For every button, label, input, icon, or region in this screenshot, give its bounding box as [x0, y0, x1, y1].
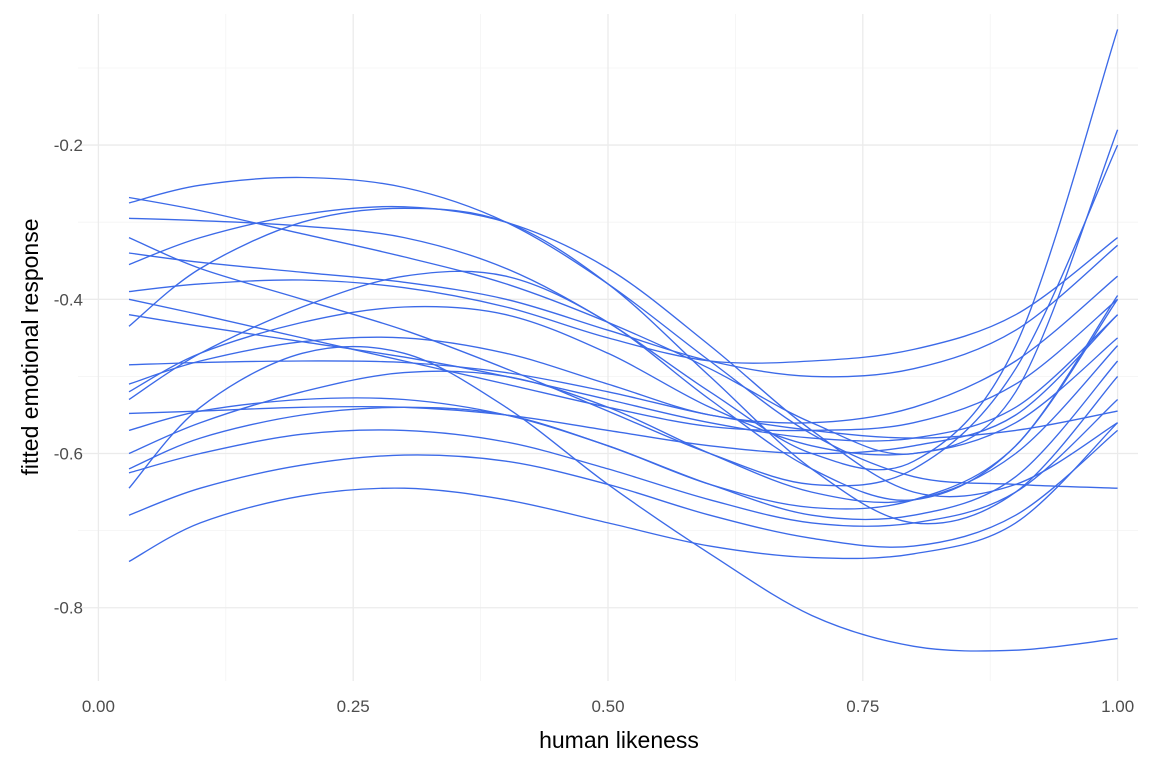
y-axis-label: fitted emotional response	[17, 219, 43, 476]
x-tick-label: 0.00	[82, 697, 115, 716]
series-line-10	[128, 314, 1119, 442]
series-line-6	[128, 244, 1119, 378]
series-line-15	[128, 314, 1119, 455]
x-tick-label: 0.25	[337, 697, 370, 716]
series-line-16	[128, 298, 1119, 510]
x-axis-label: human likeness	[539, 727, 699, 753]
series-line-20	[128, 429, 1119, 548]
series-line-17	[128, 345, 1119, 504]
grid-lines	[78, 14, 1138, 681]
series-line-12	[128, 275, 1119, 424]
series-line-4	[128, 144, 1119, 487]
x-tick-labels: 0.00 0.25 0.50 0.75 1.00	[82, 697, 1134, 716]
series-line-9	[128, 298, 1119, 432]
y-tick-labels: -0.8 -0.6 -0.4 -0.2	[54, 136, 83, 618]
y-tick-label: -0.8	[54, 599, 83, 618]
series-lines	[128, 29, 1119, 652]
series-line-8	[128, 237, 1119, 364]
series-line-18	[128, 360, 1119, 521]
series-line-3	[128, 129, 1119, 455]
series-line-2	[128, 29, 1119, 471]
series-line-22	[128, 345, 1118, 652]
x-tick-label: 0.50	[591, 697, 624, 716]
x-tick-label: 1.00	[1101, 697, 1134, 716]
x-tick-label: 0.75	[846, 697, 879, 716]
series-line-7	[128, 207, 1119, 525]
series-line-19	[128, 399, 1119, 528]
y-tick-label: -0.2	[54, 136, 83, 155]
y-tick-label: -0.6	[54, 445, 83, 464]
series-line-11	[128, 360, 1118, 439]
series-line-13	[128, 305, 1119, 456]
series-line-5	[128, 205, 1118, 498]
y-tick-label: -0.4	[54, 290, 83, 309]
series-line-21	[128, 422, 1119, 563]
